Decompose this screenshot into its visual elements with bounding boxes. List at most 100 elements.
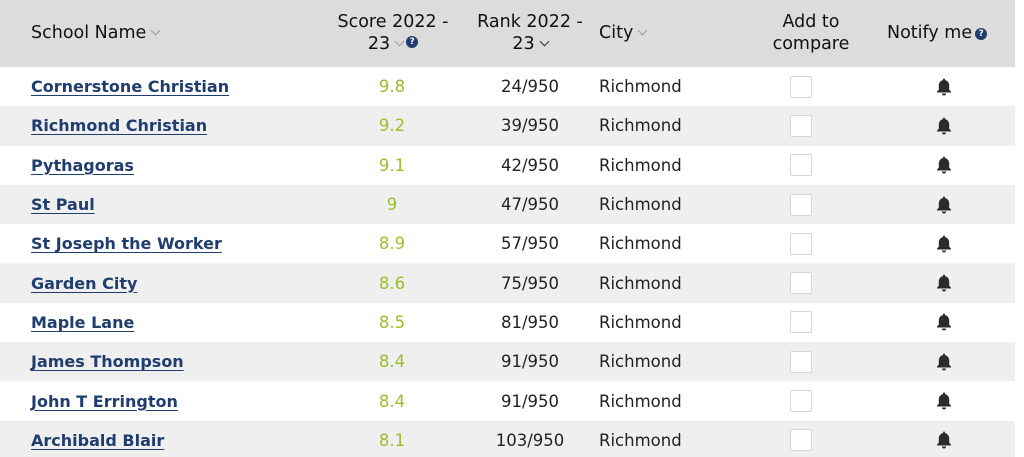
score-value: 8.4 (378, 391, 406, 411)
city-value: Richmond (599, 312, 682, 332)
table-header: School Name Score 2022 - 23? Rank 2022 -… (0, 0, 1015, 67)
chevron-down-icon (637, 25, 648, 36)
school-name-link[interactable]: Pythagoras (31, 155, 134, 175)
bell-icon (935, 312, 953, 332)
table-row: Pythagoras 9.1 42/950 Richmond (0, 146, 1015, 185)
compare-checkbox-cell (790, 106, 812, 145)
column-score[interactable]: Score 2022 - 23? (326, 11, 460, 55)
notify-button[interactable] (935, 421, 953, 457)
column-notify-label: Notify me (887, 23, 973, 43)
notify-button[interactable] (935, 303, 953, 342)
compare-checkbox-cell (790, 67, 812, 106)
rank-value: 42/950 (500, 155, 560, 175)
compare-checkbox-cell (790, 421, 812, 457)
compare-checkbox[interactable] (790, 114, 812, 137)
compare-checkbox[interactable] (790, 154, 812, 177)
bell-icon (935, 234, 953, 254)
city-value: Richmond (599, 77, 682, 97)
school-name-link[interactable]: James Thompson (31, 352, 184, 372)
table-row: Maple Lane 8.5 81/950 Richmond (0, 303, 1015, 342)
score-value: 8.5 (378, 312, 406, 332)
column-rank-label-line2: 23 (512, 34, 535, 54)
score-value: 8.4 (378, 352, 406, 372)
chevron-down-icon (539, 36, 550, 47)
score-value: 9.2 (378, 116, 406, 136)
column-school-name[interactable]: School Name (31, 22, 161, 44)
notify-button[interactable] (935, 381, 953, 420)
bell-icon (935, 352, 953, 372)
column-rank-label-line1: Rank 2022 - (477, 12, 583, 32)
column-rank[interactable]: Rank 2022 - 23 (467, 11, 593, 55)
compare-checkbox[interactable] (790, 390, 812, 413)
column-score-label-line1: Score 2022 - (337, 12, 449, 32)
help-icon[interactable]: ? (975, 28, 988, 40)
school-name-link[interactable]: Maple Lane (31, 312, 135, 332)
table-row: St Joseph the Worker 8.9 57/950 Richmond (0, 224, 1015, 263)
table-row: John T Errington 8.4 91/950 Richmond (0, 381, 1015, 420)
bell-icon (935, 116, 953, 136)
column-compare-label-line1: Add to (782, 12, 840, 32)
city-value: Richmond (599, 116, 682, 136)
rank-value: 103/950 (495, 430, 565, 450)
compare-checkbox-cell (790, 263, 812, 302)
school-name-link[interactable]: Cornerstone Christian (31, 77, 230, 97)
bell-icon (935, 273, 953, 293)
notify-button[interactable] (935, 263, 953, 302)
school-name-link[interactable]: Garden City (31, 273, 138, 293)
help-icon[interactable]: ? (406, 36, 419, 48)
compare-checkbox[interactable] (790, 232, 812, 255)
score-value: 9.1 (378, 155, 406, 175)
notify-button[interactable] (935, 185, 953, 224)
notify-button[interactable] (935, 106, 953, 145)
school-name-link[interactable]: St Joseph the Worker (31, 234, 222, 254)
notify-button[interactable] (935, 224, 953, 263)
bell-icon (935, 391, 953, 411)
compare-checkbox-cell (790, 342, 812, 381)
table-row: St Paul 9 47/950 Richmond (0, 184, 1015, 225)
column-notify: Notify me? (887, 22, 988, 44)
column-city-label: City (599, 23, 634, 43)
compare-checkbox[interactable] (790, 272, 812, 295)
compare-checkbox-cell (790, 185, 812, 224)
rank-value: 75/950 (500, 273, 560, 293)
rank-value: 47/950 (500, 195, 560, 215)
bell-icon (935, 155, 953, 175)
compare-checkbox[interactable] (790, 350, 812, 373)
compare-checkbox[interactable] (790, 193, 812, 216)
score-value: 8.9 (378, 234, 406, 254)
compare-checkbox-cell (790, 224, 812, 263)
notify-button[interactable] (935, 146, 953, 185)
school-name-link[interactable]: St Paul (31, 195, 95, 215)
score-value: 9.8 (378, 77, 406, 97)
chevron-down-icon (394, 36, 405, 47)
school-name-link[interactable]: Richmond Christian (31, 116, 208, 136)
compare-checkbox[interactable] (790, 429, 812, 452)
city-value: Richmond (599, 391, 682, 411)
score-value: 8.1 (378, 430, 406, 450)
city-value: Richmond (599, 234, 682, 254)
school-name-link[interactable]: Archibald Blair (31, 430, 165, 450)
notify-button[interactable] (935, 342, 953, 381)
compare-checkbox[interactable] (790, 311, 812, 334)
city-value: Richmond (599, 273, 682, 293)
rank-value: 91/950 (500, 352, 560, 372)
rank-value: 57/950 (500, 234, 560, 254)
notify-button[interactable] (935, 67, 953, 106)
compare-checkbox-cell (790, 146, 812, 185)
bell-icon (935, 77, 953, 97)
rank-value: 81/950 (500, 312, 560, 332)
compare-checkbox-cell (790, 303, 812, 342)
city-value: Richmond (599, 155, 682, 175)
table-row: Cornerstone Christian 9.8 24/950 Richmond (0, 67, 1015, 106)
compare-checkbox-cell (790, 381, 812, 420)
score-value: 8.6 (378, 273, 406, 293)
rank-value: 91/950 (500, 391, 560, 411)
column-score-label-line2: 23 (367, 34, 391, 54)
compare-checkbox[interactable] (790, 75, 812, 98)
column-school-name-label: School Name (31, 23, 147, 43)
school-name-link[interactable]: John T Errington (31, 391, 178, 411)
city-value: Richmond (599, 430, 682, 450)
bell-icon (935, 430, 953, 450)
column-city[interactable]: City (599, 22, 648, 44)
